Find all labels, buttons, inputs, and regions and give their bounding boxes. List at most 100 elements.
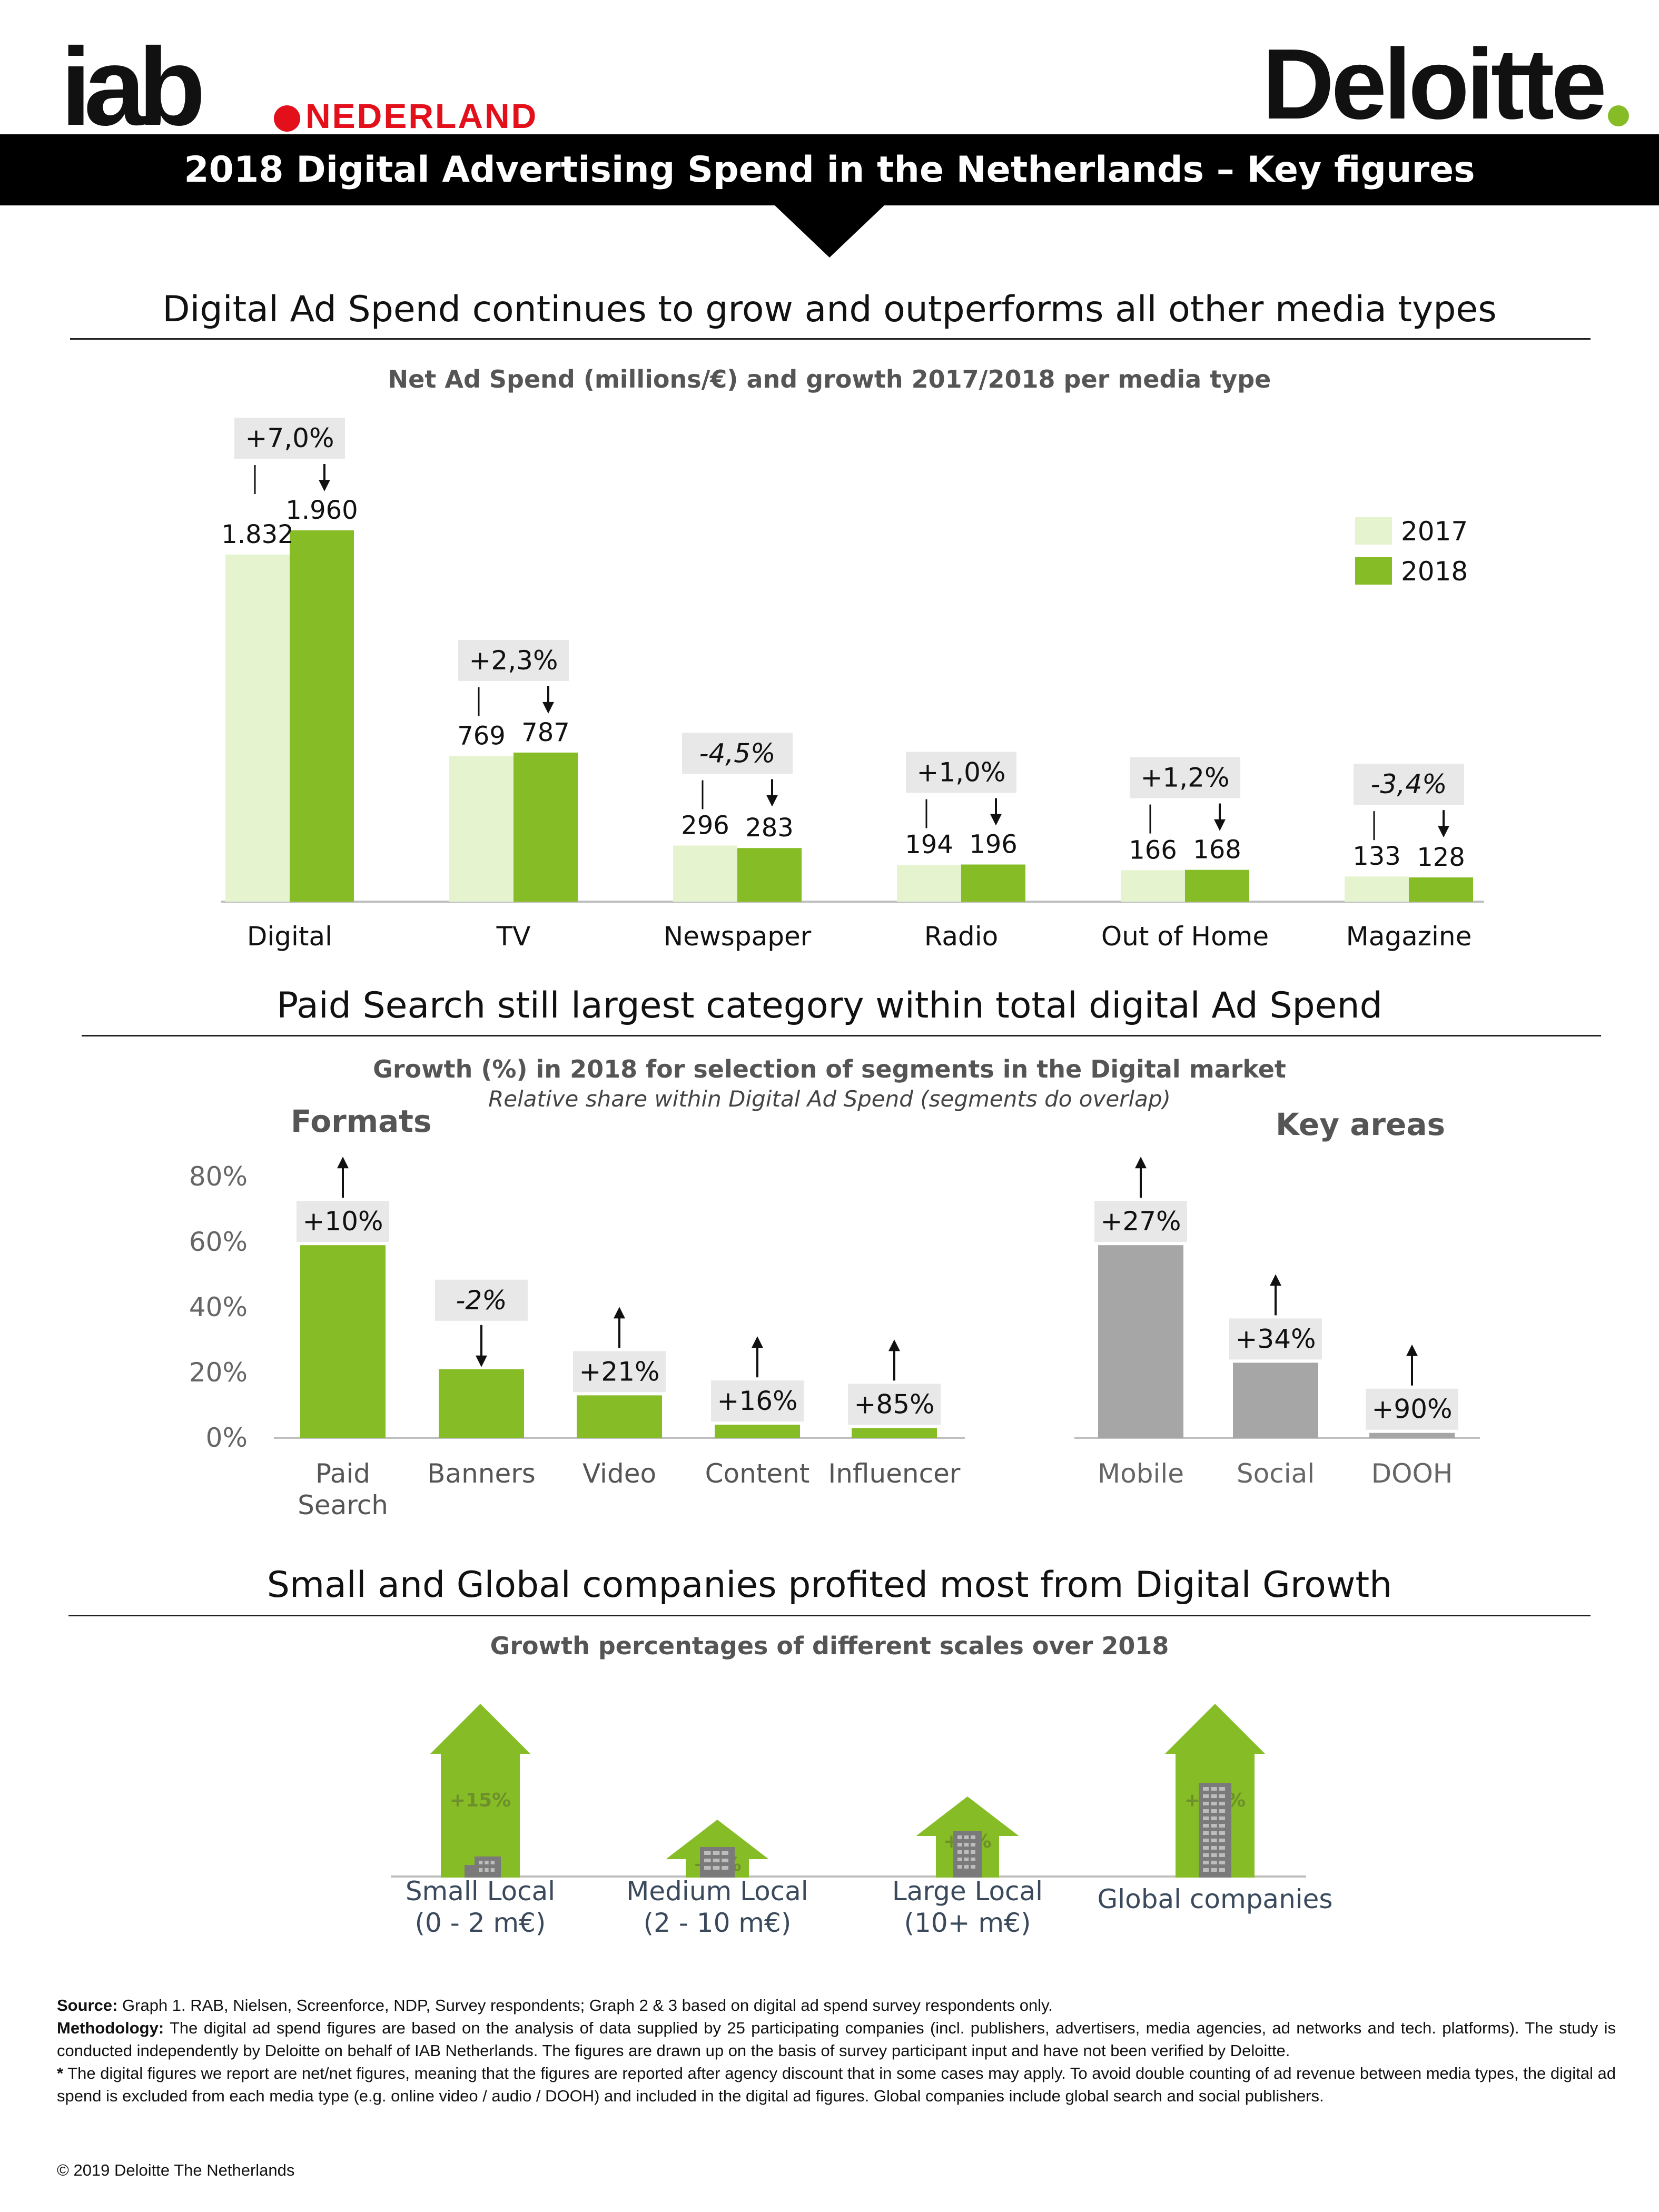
chart2-subtitle: Relative share within Digital Ad Spend (… bbox=[488, 1086, 1171, 1112]
building-window-large-local-4-1 bbox=[964, 1865, 969, 1869]
building-window-global-companies-1-1 bbox=[1211, 1794, 1217, 1798]
y-tick-80-4: 80% bbox=[189, 1161, 248, 1192]
growth-box-newspaper bbox=[682, 733, 793, 774]
category-label-out-of-home: Out of Home bbox=[1101, 921, 1269, 952]
section1-title: Digital Ad Spend continues to grow and o… bbox=[162, 289, 1497, 330]
bar-2018-out-of-home bbox=[1185, 870, 1249, 902]
formats-growth-box-content bbox=[711, 1380, 804, 1422]
growth-arrow-digital bbox=[319, 464, 330, 491]
building-window-small-local-0-0 bbox=[479, 1861, 483, 1864]
banner-title: 2018 Digital Advertising Spend in the Ne… bbox=[0, 134, 1659, 205]
growth-arrow-out-of-home-head bbox=[1214, 819, 1226, 831]
growth-arrow-out-of-home bbox=[1214, 803, 1226, 831]
key-bar-dooh bbox=[1369, 1433, 1455, 1438]
key-growth-arrow-dooh-head bbox=[1406, 1344, 1418, 1356]
legend-label-2017: 2017 bbox=[1401, 516, 1468, 547]
y-tick-0-0: 0% bbox=[206, 1423, 248, 1453]
key-growth-arrow-social-head bbox=[1270, 1274, 1281, 1286]
formats-growth-arrow-paid-search-head bbox=[337, 1157, 349, 1169]
building-window-global-companies-1-2 bbox=[1219, 1794, 1225, 1798]
copyright: © 2019 Deloitte The Netherlands bbox=[57, 2161, 295, 2179]
building-window-large-local-0-0 bbox=[957, 1835, 962, 1839]
value-2017-radio: 194 bbox=[905, 830, 953, 860]
bar-2017-out-of-home bbox=[1121, 870, 1185, 902]
growth-value-small-local: +15% bbox=[450, 1790, 511, 1811]
growth-arrow-small-local bbox=[430, 1704, 530, 1878]
scale-label-small-local-0: Small Local bbox=[406, 1876, 555, 1907]
formats-growth-arrow-banners bbox=[476, 1325, 487, 1367]
building-window-global-companies-3-1 bbox=[1211, 1809, 1217, 1813]
building-window-global-companies-5-0 bbox=[1203, 1824, 1209, 1828]
building-window-global-companies-11-0 bbox=[1203, 1868, 1209, 1872]
building-window-large-local-4-2 bbox=[971, 1865, 975, 1869]
building-window-global-companies-8-0 bbox=[1203, 1846, 1209, 1850]
formats-category-label-content-0: Content bbox=[705, 1458, 810, 1489]
formats-category-label-banners-0: Banners bbox=[427, 1458, 536, 1489]
growth-box-magazine bbox=[1354, 764, 1464, 805]
formats-growth-label-content: +16% bbox=[717, 1386, 797, 1416]
footer-note: * The digital figures we report are net/… bbox=[57, 2064, 1616, 2105]
formats-growth-label-influencer: +85% bbox=[854, 1389, 934, 1419]
growth-arrow-tv-head bbox=[542, 702, 554, 714]
building-window-global-companies-0-2 bbox=[1219, 1787, 1225, 1791]
value-2018-magazine: 128 bbox=[1417, 843, 1465, 872]
scale-label-large-local-0: Large Local bbox=[892, 1876, 1043, 1907]
scale-label-small-local-1: (0 - 2 m€) bbox=[415, 1908, 546, 1938]
bar-2018-radio bbox=[961, 864, 1025, 902]
growth-box-out-of-home bbox=[1130, 757, 1240, 798]
building-window-global-companies-8-2 bbox=[1219, 1846, 1225, 1850]
building-window-medium-local-0-1 bbox=[713, 1851, 720, 1855]
category-label-radio: Radio bbox=[924, 921, 999, 952]
building-window-global-companies-2-1 bbox=[1211, 1802, 1217, 1805]
scale-label-global-companies-0: Global companies bbox=[1098, 1884, 1333, 1914]
formats-growth-arrow-video bbox=[614, 1307, 625, 1348]
building-window-small-local-0-1 bbox=[485, 1861, 489, 1864]
legend-swatch-2018 bbox=[1355, 557, 1392, 585]
building-window-medium-local-1-1 bbox=[713, 1859, 720, 1862]
scale-label-medium-local-0: Medium Local bbox=[626, 1876, 808, 1907]
scale-label-medium-local-1: (2 - 10 m€) bbox=[644, 1908, 792, 1938]
chart2-title: Growth (%) in 2018 for selection of segm… bbox=[373, 1055, 1286, 1083]
key-growth-label-mobile: +27% bbox=[1100, 1206, 1181, 1237]
value-2017-digital: 1.832 bbox=[221, 520, 293, 549]
chart1-title: Net Ad Spend (millions/€) and growth 201… bbox=[388, 365, 1271, 393]
formats-category-label-paid-search-0: Paid bbox=[315, 1458, 370, 1489]
formats-bar-influencer bbox=[852, 1428, 937, 1438]
building-window-global-companies-10-2 bbox=[1219, 1861, 1225, 1864]
building-window-global-companies-0-1 bbox=[1211, 1787, 1217, 1791]
chart3-title: Growth percentages of different scales o… bbox=[490, 1632, 1169, 1660]
formats-growth-box-video bbox=[573, 1351, 666, 1393]
formats-growth-box-paid-search bbox=[297, 1201, 389, 1242]
building-window-large-local-4-0 bbox=[957, 1865, 962, 1869]
y-tick-20-1: 20% bbox=[189, 1357, 248, 1388]
growth-arrow-digital-head bbox=[319, 480, 330, 491]
building-icon-medium-local bbox=[700, 1847, 735, 1878]
growth-box-radio bbox=[906, 752, 1016, 793]
building-window-global-companies-6-0 bbox=[1203, 1831, 1209, 1835]
category-label-digital: Digital bbox=[247, 921, 332, 952]
building-window-medium-local-0-0 bbox=[704, 1851, 711, 1855]
deloitte-logo-word: Deloitte bbox=[1262, 28, 1607, 140]
building-window-large-local-1-1 bbox=[964, 1843, 969, 1846]
iab-logo-dot bbox=[274, 105, 300, 132]
value-2017-out-of-home: 166 bbox=[1129, 835, 1177, 865]
formats-bar-banners bbox=[439, 1369, 524, 1438]
iab-logo-word: iab bbox=[61, 25, 205, 149]
building-window-large-local-2-1 bbox=[964, 1850, 969, 1854]
building-icon-small-local bbox=[465, 1856, 501, 1878]
section3-title: Small and Global companies profited most… bbox=[266, 1564, 1393, 1606]
category-label-magazine: Magazine bbox=[1346, 921, 1472, 952]
building-window-medium-local-2-0 bbox=[704, 1866, 711, 1870]
formats-category-label-video-0: Video bbox=[582, 1458, 656, 1489]
building-window-global-companies-4-1 bbox=[1211, 1816, 1217, 1820]
building-window-medium-local-2-1 bbox=[713, 1866, 720, 1870]
bar-2018-magazine bbox=[1409, 877, 1473, 902]
value-2018-tv: 787 bbox=[521, 718, 570, 747]
building-window-global-companies-11-1 bbox=[1211, 1868, 1217, 1872]
legend-label-2018: 2018 bbox=[1401, 556, 1468, 587]
building-window-small-local-1-0 bbox=[479, 1868, 483, 1872]
key-growth-box-mobile bbox=[1094, 1201, 1187, 1242]
section1-rule bbox=[70, 338, 1591, 340]
building-window-global-companies-10-0 bbox=[1203, 1861, 1209, 1864]
formats-bar-content bbox=[715, 1425, 800, 1438]
